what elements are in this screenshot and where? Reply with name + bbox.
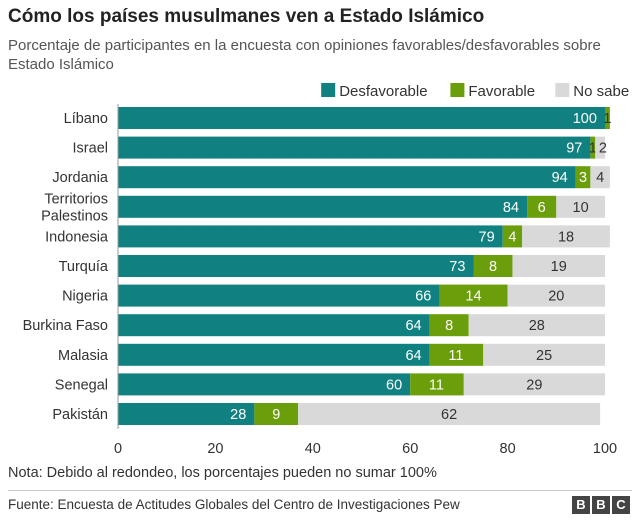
legend-swatch (321, 83, 336, 97)
data-label: 29 (526, 377, 542, 393)
bar-segment (118, 195, 528, 218)
data-label: 20 (548, 289, 564, 305)
bar-segment (429, 314, 469, 337)
data-label: 4 (596, 170, 604, 186)
data-label: 64 (405, 318, 421, 334)
logo-letter: B (572, 496, 590, 514)
bar-segment (468, 314, 605, 337)
bar-segment (590, 166, 610, 189)
bar-segment (590, 136, 596, 159)
category-label: Líbano (64, 111, 108, 127)
bar-segment (556, 195, 605, 218)
bar-segment (575, 166, 591, 189)
data-label: 84 (503, 200, 519, 216)
legend-swatch (450, 83, 465, 97)
bar-segment (483, 343, 605, 366)
x-tick-label: 20 (207, 441, 223, 457)
bar-segment (118, 373, 411, 396)
category-label: Territorios (44, 191, 108, 207)
x-tick-label: 0 (114, 441, 122, 457)
x-tick-label: 80 (500, 441, 516, 457)
bar-segment (118, 343, 430, 366)
bar-segment (410, 373, 464, 396)
x-tick-label: 60 (402, 441, 418, 457)
bar-segment (429, 343, 484, 366)
data-label: 3 (579, 170, 587, 186)
chart-note: Nota: Debido al redondeo, los porcentaje… (8, 465, 437, 481)
data-label: 6 (538, 200, 546, 216)
x-tick-label: 100 (593, 441, 617, 457)
data-label: 25 (536, 348, 552, 364)
data-label: 19 (551, 259, 567, 275)
data-label: 14 (465, 289, 481, 305)
bar-segment (118, 166, 576, 189)
category-label: Indonesia (45, 229, 109, 245)
bar-segment (522, 225, 610, 248)
bar-segment (254, 403, 299, 425)
bar-segment (605, 107, 610, 129)
bar-segment (439, 284, 508, 307)
bar-segment (473, 255, 513, 277)
chart-title: Cómo los países musulmanes ven a Estado … (8, 6, 485, 27)
category-label: Senegal (55, 377, 108, 393)
source-text: Fuente: Encuesta de Actitudes Globales d… (8, 497, 460, 512)
bar-segment (512, 255, 605, 277)
divider (8, 490, 632, 491)
x-tick-label: 40 (305, 441, 321, 457)
data-label: 11 (448, 348, 463, 364)
category-label: Palestinos (41, 208, 108, 224)
category-label: Malasia (58, 348, 109, 364)
data-label: 64 (405, 348, 421, 364)
bar-segment (507, 284, 605, 307)
category-label: Israel (73, 141, 108, 157)
logo-letter: C (612, 496, 630, 514)
bar-segment (118, 136, 591, 159)
legend-label: No sabe (573, 83, 629, 100)
category-label: Burkina Faso (23, 318, 108, 334)
data-label: 2 (599, 141, 607, 157)
data-label: 62 (441, 407, 457, 423)
data-label: 97 (566, 141, 582, 157)
bar-segment (118, 284, 440, 307)
bar-segment (118, 107, 605, 129)
chart-subtitle: Porcentaje de participantes en la encues… (8, 37, 601, 73)
legend-label: Favorable (468, 83, 535, 100)
bar-segment (118, 225, 503, 248)
data-label: 11 (429, 377, 444, 393)
legend-label: Desfavorable (339, 83, 427, 100)
data-label: 10 (573, 200, 589, 216)
category-label: Turquía (59, 259, 109, 275)
data-label: 1 (603, 111, 611, 127)
data-label: 28 (230, 407, 246, 423)
data-label: 100 (573, 111, 597, 127)
logo-letter: B (592, 496, 610, 514)
bar-segment (118, 403, 255, 425)
data-label: 18 (558, 229, 574, 245)
legend-swatch (555, 83, 570, 97)
bar-segment (595, 136, 605, 159)
data-label: 8 (489, 259, 497, 275)
bar-segment (463, 373, 605, 396)
data-label: 79 (479, 229, 495, 245)
data-label: 94 (552, 170, 568, 186)
data-label: 28 (529, 318, 545, 334)
bar-segment (298, 403, 601, 425)
data-label: 1 (589, 141, 597, 157)
data-label: 8 (445, 318, 453, 334)
category-label: Pakistán (52, 407, 108, 423)
data-label: 4 (508, 229, 516, 245)
bar-segment (527, 195, 557, 218)
category-label: Nigeria (62, 289, 109, 305)
data-label: 73 (449, 259, 465, 275)
data-label: 60 (386, 377, 402, 393)
category-label: Jordania (52, 170, 109, 186)
data-label: 9 (272, 407, 280, 423)
bar-segment (502, 225, 523, 248)
bar-segment (118, 255, 474, 277)
bar-segment (118, 314, 430, 337)
data-label: 66 (415, 289, 431, 305)
